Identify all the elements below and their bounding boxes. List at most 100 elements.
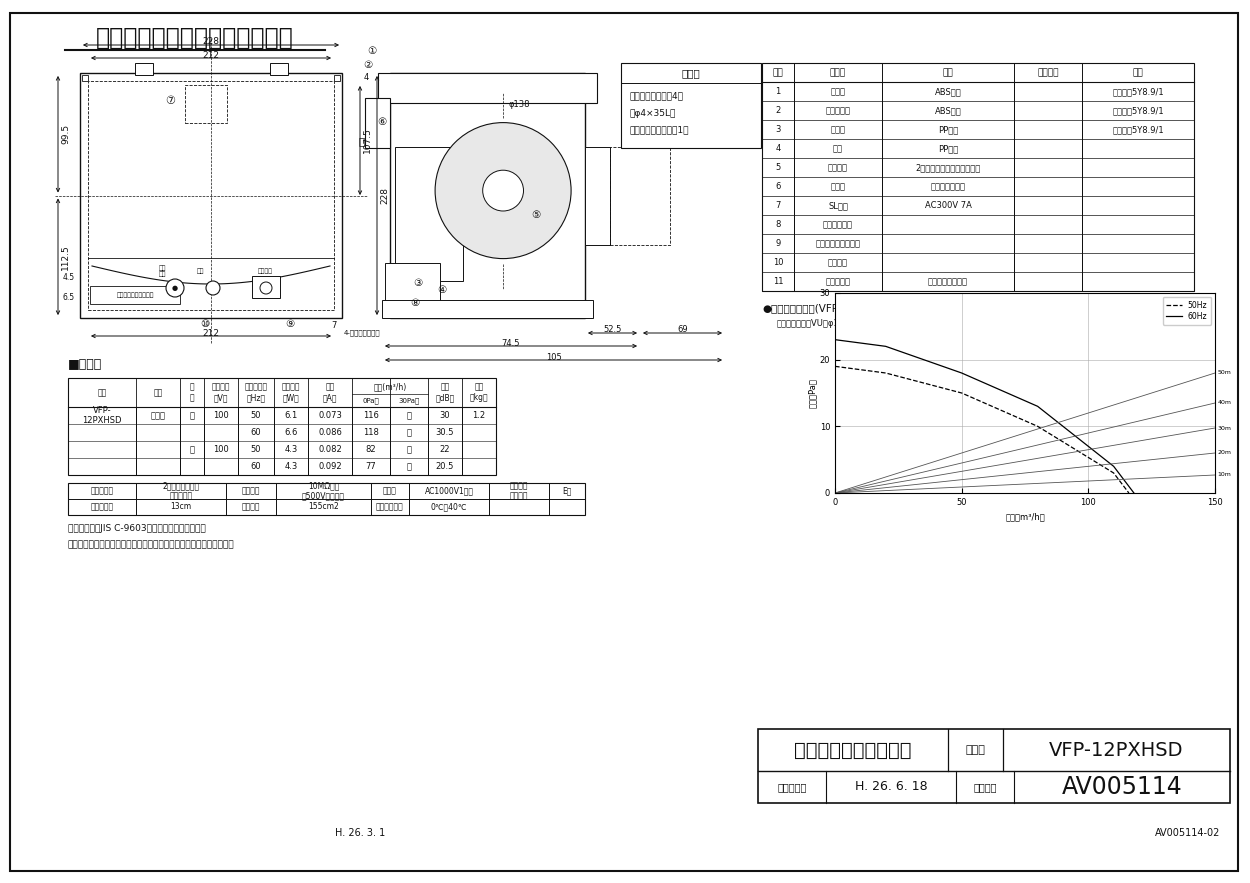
Text: 6.5: 6.5	[62, 293, 75, 303]
Text: 9: 9	[775, 239, 780, 248]
Text: 連続: 連続	[196, 268, 204, 274]
Bar	[390, 73, 585, 318]
Text: AV005114-02: AV005114-02	[1155, 828, 1220, 838]
Text: 20.5: 20.5	[436, 462, 454, 471]
60Hz	[1126, 487, 1141, 498]
Text: ⑥: ⑥	[378, 117, 386, 127]
Text: 抵抗曲線は塩ビVU管φ150の場合: 抵抗曲線は塩ビVU管φ150の場合	[778, 320, 865, 328]
50Hz	[879, 367, 894, 378]
Circle shape	[166, 279, 184, 297]
Text: ABS樹脂: ABS樹脂	[935, 106, 961, 115]
Text: 30: 30	[440, 411, 450, 420]
Text: 7: 7	[775, 201, 781, 210]
Text: 風量(m³/h): 風量(m³/h)	[374, 382, 406, 391]
Bar	[385, 263, 440, 313]
Text: φ138: φ138	[508, 100, 530, 109]
Text: 図面番号: 図面番号	[974, 782, 996, 792]
Text: PP樹脂: PP樹脂	[938, 144, 959, 153]
Text: 1.2: 1.2	[472, 411, 485, 420]
Text: 99.5: 99.5	[61, 125, 70, 144]
Text: 6.1: 6.1	[285, 411, 298, 420]
Text: ⑧: ⑧	[410, 298, 420, 308]
Text: 228: 228	[202, 36, 220, 46]
Text: 6.6: 6.6	[284, 428, 298, 437]
Text: 40m: 40m	[1218, 401, 1231, 405]
Text: ⑪: ⑪	[359, 137, 365, 147]
Text: 定格銘板（形名表示）: 定格銘板（形名表示）	[116, 292, 154, 298]
Text: 118: 118	[362, 428, 379, 437]
Circle shape	[482, 170, 524, 211]
Text: 消費電力
（W）: 消費電力 （W）	[281, 382, 300, 402]
Text: ①: ①	[368, 46, 376, 56]
Text: 色調: 色調	[1132, 68, 1144, 77]
Text: 開口面積: 開口面積	[241, 502, 260, 511]
Text: 2極コンデンサー
誘導電動機: 2極コンデンサー 誘導電動機	[162, 481, 200, 501]
Y-axis label: 静圧（Pa）: 静圧（Pa）	[808, 378, 816, 408]
Text: AC1000V1分間: AC1000V1分間	[425, 487, 474, 495]
Text: 10: 10	[772, 258, 784, 267]
Text: ③: ③	[414, 278, 422, 288]
Text: ⑩: ⑩	[200, 319, 210, 329]
50Hz	[1030, 421, 1045, 432]
Text: マンセル5Y8.9/1: マンセル5Y8.9/1	[1112, 125, 1164, 134]
Text: 60: 60	[251, 428, 261, 437]
Text: 発泡ポリウレタン: 発泡ポリウレタン	[928, 277, 968, 286]
Text: 22: 22	[440, 445, 450, 454]
Text: 電流
（A）: 電流 （A）	[322, 382, 338, 402]
Text: 絶縁抵抗: 絶縁抵抗	[241, 487, 260, 495]
Bar	[68, 483, 585, 515]
60Hz	[954, 367, 969, 378]
Text: マンセル5Y8.9/1: マンセル5Y8.9/1	[1112, 87, 1164, 96]
Text: 形　名: 形 名	[965, 745, 985, 755]
Text: 50: 50	[251, 445, 261, 454]
Bar	[585, 147, 610, 245]
Text: 2: 2	[775, 106, 780, 115]
Circle shape	[260, 282, 272, 294]
Text: ②: ②	[364, 60, 372, 70]
Text: ⑦: ⑦	[165, 96, 175, 106]
Text: 77: 77	[366, 462, 376, 471]
Bar	[135, 63, 152, 75]
Text: 定格電圧
（V）: 定格電圧 （V）	[211, 382, 230, 402]
60Hz	[1106, 461, 1121, 472]
Text: SL端子: SL端子	[828, 201, 848, 210]
Text: 付属品: 付属品	[681, 68, 700, 78]
Text: 69: 69	[678, 326, 688, 335]
Bar	[270, 63, 288, 75]
Text: 4.3: 4.3	[285, 462, 298, 471]
Text: 8: 8	[775, 220, 781, 229]
Text: 0.092: 0.092	[319, 462, 341, 471]
Bar	[82, 75, 88, 81]
60Hz	[879, 341, 894, 351]
Text: H. 26. 3. 1: H. 26. 3. 1	[335, 828, 385, 838]
Text: －: －	[406, 428, 411, 437]
Text: ＊木ねじ・・・・4本: ＊木ねじ・・・・4本	[629, 92, 682, 101]
Bar	[185, 85, 228, 123]
Text: 100: 100	[213, 411, 229, 420]
Circle shape	[206, 281, 220, 295]
Text: クッション: クッション	[825, 277, 850, 286]
Bar	[253, 276, 280, 298]
Text: 耐電圧: 耐電圧	[382, 487, 398, 495]
Text: 羽根: 羽根	[832, 144, 842, 153]
Text: 強
弱: 強 弱	[190, 382, 194, 402]
Text: 使用周囲温度: 使用周囲温度	[376, 502, 404, 511]
Text: 105: 105	[545, 352, 561, 361]
Text: 湿度センサー: 湿度センサー	[822, 220, 852, 229]
Text: 3: 3	[775, 125, 781, 134]
Text: 本体カバー: 本体カバー	[825, 106, 850, 115]
Text: パネル: パネル	[830, 87, 845, 96]
Text: 埋込寸法
絶縁区分: 埋込寸法 絶縁区分	[510, 481, 529, 501]
Text: 116: 116	[362, 411, 379, 420]
Text: 0.082: 0.082	[318, 445, 342, 454]
Text: モーター: モーター	[828, 163, 848, 172]
Text: ⑨: ⑨	[285, 319, 295, 329]
Text: 52.5: 52.5	[604, 326, 621, 335]
Text: 4.5: 4.5	[62, 274, 75, 283]
Text: 表面処理: 表面処理	[1038, 68, 1059, 77]
Text: 質量
（kg）: 質量 （kg）	[470, 382, 489, 402]
Text: 212: 212	[202, 50, 220, 59]
Text: －: －	[406, 462, 411, 471]
Text: 騒音
（dB）: 騒音 （dB）	[435, 382, 455, 402]
Text: 107.5: 107.5	[362, 127, 372, 154]
